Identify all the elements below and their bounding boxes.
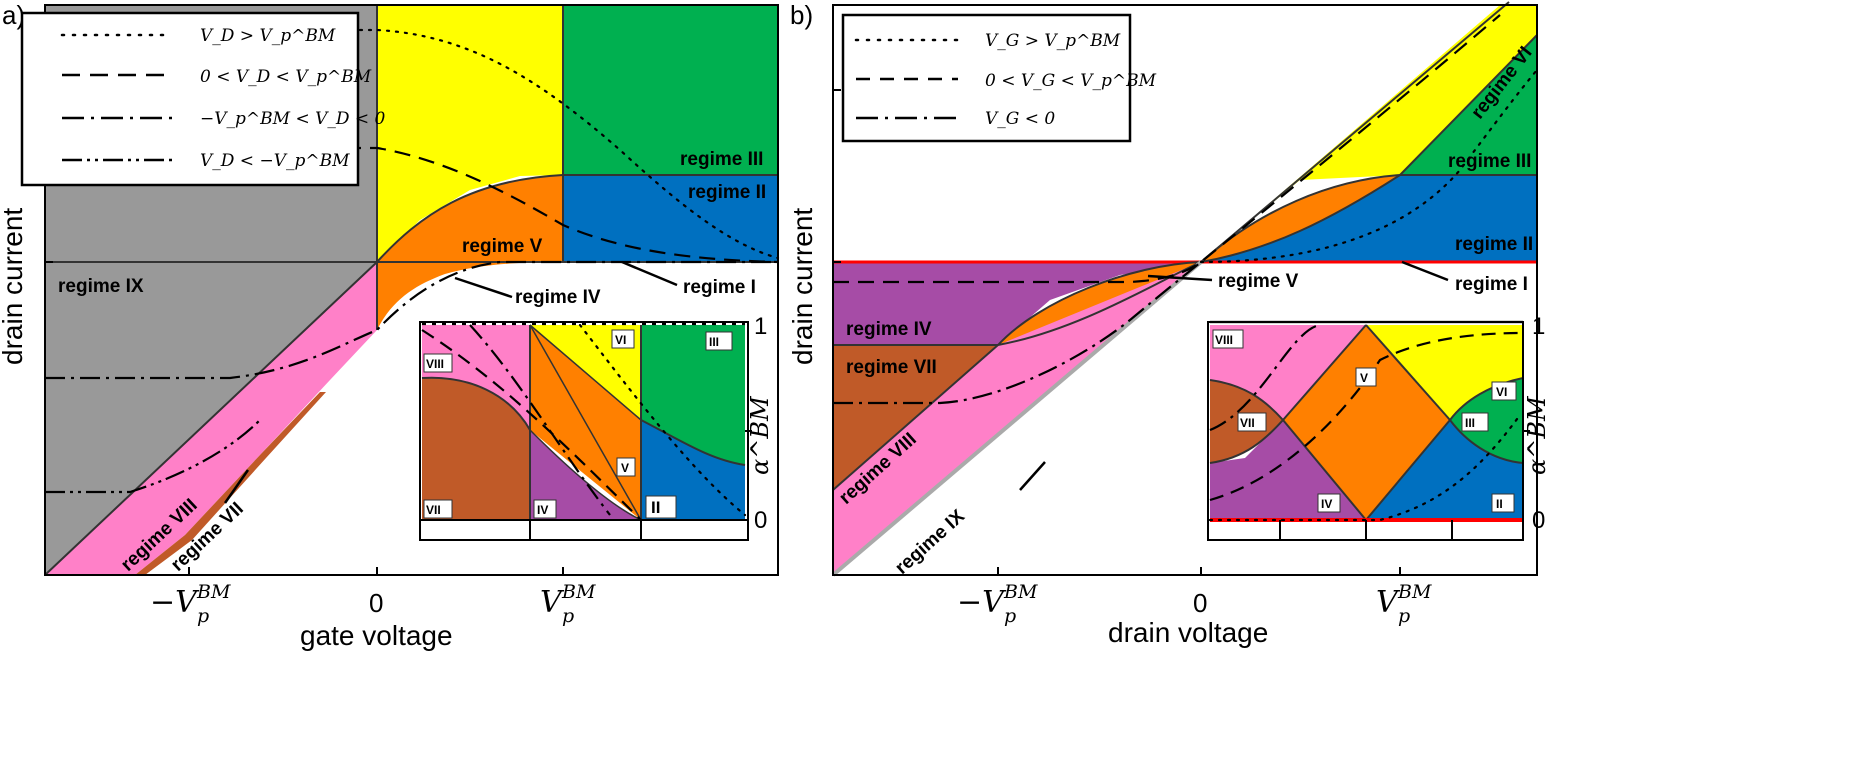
panel-a-xtick-zero: 0 (369, 588, 383, 618)
panel-b-ylabel: drain current (787, 208, 818, 365)
panel-b-letter: b) (790, 0, 813, 30)
inset-a-viii-lower (422, 325, 530, 430)
panel-a-label-regime-v: regime V (462, 236, 543, 257)
inset-a-label-vii: VII (426, 503, 441, 517)
inset-a-ii (641, 420, 745, 520)
inset-b-label-vi: VI (1496, 385, 1507, 399)
panel-a-legend: V_D > V_p^BM 0 < V_D < V_p^BM −V_p^BM < … (20, 11, 386, 187)
panel-a-curve-dotted (43, 28, 780, 260)
inset-b-label-vii: VII (1240, 416, 1255, 430)
panel-a: a) (0, 0, 780, 651)
panel-b-xtick-zero: 0 (1193, 588, 1207, 618)
panel-a-legend-dotted: V_D > V_p^BM (200, 26, 336, 46)
panel-b-xtick-labels: −V BM p 0 V BM p (957, 581, 1432, 627)
panel-a-xtick-pos: V (540, 585, 565, 620)
panel-a-frame (44, 4, 779, 576)
inset-b-ytick-0: 0 (1532, 507, 1545, 534)
panel-a-xtick-pos-sup: BM (561, 581, 596, 603)
inset-b-viii (1210, 325, 1366, 420)
inset-b-ylabel: α^BM (1523, 395, 1551, 475)
inset-a-ytick-0: 0 (754, 507, 767, 534)
panel-b-label-regime-iv: regime IV (846, 319, 932, 340)
panel-b-label-regime-v: regime V (1218, 271, 1299, 292)
inset-b-label-v: V (1360, 371, 1368, 385)
panel-a-inset: VIII VI III V VII IV II 1 0 α^BM (419, 313, 774, 541)
inset-a-iii-curve (641, 420, 745, 465)
inset-b-ii (1366, 420, 1523, 520)
panel-b-xlabel: drain voltage (1108, 617, 1268, 648)
panel-b-legend-dashed: 0 < V_G < V_p^BM (985, 71, 1157, 91)
panel-a-label-regime-ix: regime IX (58, 276, 144, 297)
panel-b-region-iv (833, 262, 1201, 345)
panel-a-region-vii (135, 392, 326, 575)
panel-a-legend-dashed: 0 < V_D < V_p^BM (200, 67, 372, 87)
panel-a-region-yellow (377, 5, 563, 262)
panel-b-xtick-pos-sup: BM (1397, 581, 1432, 603)
inset-b-ytick-1: 1 (1532, 313, 1545, 340)
panel-b-curve-dotted (1199, 68, 1539, 264)
panel-a-curve-dash-dot-dot (45, 419, 261, 494)
panel-b-label-regime-iii: regime III (1448, 151, 1531, 172)
inset-a-label-ii: II (651, 498, 660, 517)
panel-a-label-regime-iv: regime IV (515, 287, 601, 308)
panel-b: b) (787, 0, 1551, 648)
panel-b-label-regime-ii: regime II (1455, 234, 1533, 255)
panel-a-curves (43, 28, 780, 494)
panel-b-legend: V_G > V_p^BM 0 < V_G < V_p^BM V_G < 0 (841, 13, 1157, 143)
panel-a-region-iv (377, 262, 563, 330)
panel-a-curve-dashed (45, 146, 779, 264)
panel-a-letter: a) (2, 0, 25, 30)
panel-a-xtick-pos-sub: p (562, 605, 574, 627)
panel-a-label-regime-i: regime I (683, 277, 756, 298)
inset-b-label-iii: III (1465, 416, 1475, 430)
panel-a-xtick-neg: −V (150, 585, 200, 620)
panel-b-inset: VIII V VI VII III IV II 1 0 α^BM (1207, 313, 1551, 541)
panel-b-boundaries (831, 1, 1538, 577)
panel-b-label-regime-vii: regime VII (846, 357, 937, 378)
panel-a-xtick-neg-sup: BM (196, 581, 231, 603)
inset-a-iv (530, 430, 641, 520)
panel-b-region-yellow (1201, 5, 1537, 262)
panel-a-legend-dash-dot-dot: V_D < −V_p^BM (200, 151, 350, 171)
panel-a-label-regime-ii: regime II (688, 182, 766, 203)
panel-a-region-v (377, 175, 563, 262)
panel-a-label-regime-iii: regime III (680, 149, 763, 170)
panel-a-legend-dash-dot: −V_p^BM < V_D < 0 (200, 109, 386, 129)
panel-b-region-ii (1201, 175, 1537, 262)
panel-b-frame (832, 4, 1538, 576)
inset-b-label-ii: II (1496, 497, 1503, 511)
inset-a-label-vi: VI (615, 333, 626, 347)
inset-a-ytick-1: 1 (754, 313, 767, 340)
panel-b-region-v-right (1201, 175, 1400, 262)
inset-a-label-v: V (621, 461, 629, 475)
panel-b-ticks (833, 89, 1401, 575)
panel-a-xtick-labels: −V BM p 0 V BM p (150, 581, 596, 627)
panel-b-label-regime-i: regime I (1455, 274, 1528, 295)
inset-a-label-viii: VIII (426, 357, 444, 371)
inset-a-vii (422, 377, 530, 520)
panel-b-xtick-neg-sup: BM (1003, 581, 1038, 603)
inset-b-label-iv: IV (1321, 497, 1332, 511)
panel-b-xtick-pos: V (1376, 585, 1401, 620)
panel-a-ylabel: drain current (0, 208, 28, 365)
panel-b-legend-dotted: V_G > V_p^BM (985, 31, 1121, 51)
inset-a-ylabel: α^BM (746, 395, 774, 475)
panel-a-region-ii (563, 175, 778, 262)
panel-a-boundaries (44, 5, 778, 576)
panel-b-legend-dash-dot: V_G < 0 (985, 109, 1055, 129)
panel-a-curve-dash-dot (45, 260, 778, 380)
panel-a-xlabel: gate voltage (300, 620, 453, 651)
inset-b-label-viii: VIII (1215, 333, 1233, 347)
panel-b-xtick-neg-sub: p (1004, 605, 1016, 627)
panel-b-curve-dash-dot (833, 261, 1202, 405)
inset-a-label-iv: IV (537, 503, 548, 517)
inset-a-label-iii: III (709, 335, 719, 349)
panel-a-region-iii (563, 5, 778, 175)
panel-b-xtick-neg: −V (957, 585, 1007, 620)
panel-b-xtick-pos-sub: p (1398, 605, 1410, 627)
panel-a-xtick-neg-sub: p (197, 605, 209, 627)
